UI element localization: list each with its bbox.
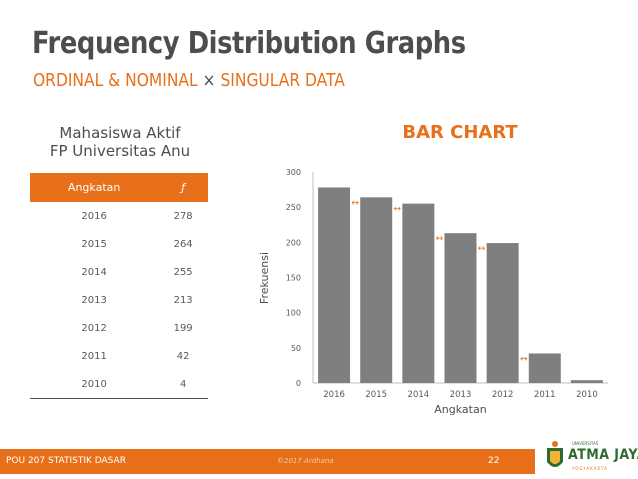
bar-chart: 0 50 100 150 200 250 300 2016 2015 2014 2013 2012 20… [258,168,608,416]
page-number: 22 [488,456,500,466]
logo-text: ATMA JAYA [568,447,638,463]
slide-title: Frequency Distribution Graphs [32,26,466,61]
y-tick-label: 50 [291,344,301,353]
table-row: 2013 213 [30,286,208,314]
x-tick-label: 2011 [534,390,556,400]
gap-marker-icon: ↔ [436,234,444,244]
cell-angkatan: 2016 [81,210,107,222]
header-angkatan: Angkatan [30,173,159,202]
bar [528,353,561,383]
cell-angkatan: 2011 [81,350,107,362]
cell-frequency: 278 [173,210,193,222]
table-row: 2016 278 [30,202,208,230]
table-row: 2010 4 [30,370,208,399]
table-title: Mahasiswa Aktif FP Universitas Anu [30,124,210,160]
gap-marker-icon: ↔ [520,354,528,364]
cell-frequency: 213 [173,294,193,306]
cell-frequency: 264 [173,238,193,250]
gap-marker-icon: ↔ [394,205,402,215]
cell-angkatan: 2013 [81,294,107,306]
table-header-row: Angkatan ƒ [30,173,208,202]
chart-title: BAR CHART [402,122,518,143]
bar [486,243,519,383]
subtitle-part-a: ORDINAL & NOMINAL [33,70,198,91]
gap-marker-icon: ↔ [351,198,359,208]
y-tick-label: 0 [296,379,301,388]
y-tick-label: 150 [286,274,301,283]
cell-frequency: 255 [173,266,193,278]
bar [318,187,351,383]
cell-frequency: 42 [176,350,190,362]
table-body: 2016 278 2015 264 2014 255 2013 213 2012 199 2011 4… [30,202,208,399]
gap-marker-icon: ↔ [478,244,486,254]
logo-bottom-text: YOGYAKARTA [572,466,608,471]
table-row: 2011 42 [30,342,208,370]
logo-top-text: UNIVERSITAS [572,441,599,446]
bar [360,197,393,383]
footer-bar [0,449,535,474]
table-title-line2: FP Universitas Anu [49,142,191,160]
bar [402,203,435,383]
y-tick-label: 200 [286,238,301,247]
table-row: 2015 264 [30,230,208,258]
y-tick-label: 100 [286,309,301,318]
x-tick-label: 2010 [576,390,598,400]
y-tick-label: 250 [286,203,301,212]
cell-angkatan: 2010 [30,370,159,399]
subtitle-part-b: SINGULAR DATA [220,70,345,91]
y-tick-label: 300 [286,168,301,177]
x-tick-label: 2015 [365,390,387,400]
bar [570,380,603,383]
table-row: 2014 255 [30,258,208,286]
slide-subtitle: ORDINAL & NOMINAL × SINGULAR DATA [33,70,345,91]
cell-frequency: 4 [158,370,208,399]
bar [444,233,477,383]
cell-frequency: 199 [173,322,193,334]
y-axis-title: Frekuensi [258,252,271,304]
footer-author: ©2017 Ardhana [277,457,334,465]
footer-course: POU 207 STATISTIK DASAR [6,456,126,466]
cell-angkatan: 2014 [81,266,107,278]
x-tick-label: 2014 [408,390,430,400]
cell-angkatan: 2012 [81,322,107,334]
subtitle-separator: × [202,70,216,91]
x-tick-label: 2012 [492,390,514,400]
x-axis-title: Angkatan [434,403,486,416]
cell-angkatan: 2015 [81,238,107,250]
header-frequency: ƒ [158,173,208,202]
table-title-line1: Mahasiswa Aktif [59,124,181,142]
frequency-table: Angkatan ƒ 2016 278 2015 264 2014 255 2013 213 2… [30,173,208,399]
university-logo-icon [547,441,563,467]
x-tick-label: 2013 [450,390,472,400]
table-row: 2012 199 [30,314,208,342]
x-tick-label: 2016 [323,390,345,400]
